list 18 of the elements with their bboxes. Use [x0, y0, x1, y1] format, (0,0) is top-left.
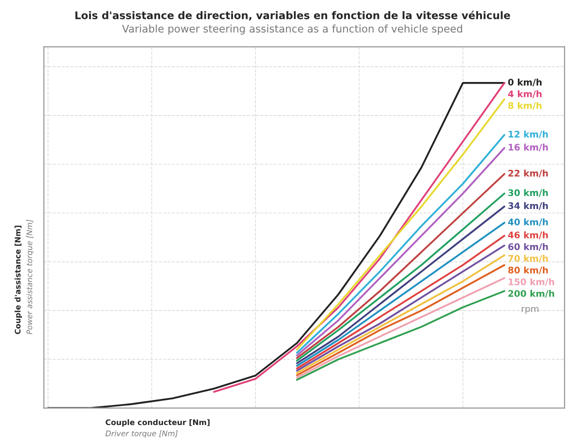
series-label: 40 km/h	[508, 218, 548, 226]
series-label: 46 km/h	[508, 231, 548, 240]
series-label: 30 km/h	[508, 189, 548, 197]
series-label: 70 km/h	[508, 254, 548, 263]
series-label: 22 km/h	[508, 170, 548, 178]
series-label: 200 km/h	[508, 290, 554, 298]
series-label: 60 km/h	[508, 243, 548, 251]
series-label: 80 km/h	[508, 266, 548, 274]
chart-subtitle: Variable power steering assistance as a function of vehicle speed	[122, 24, 462, 35]
series-label: 8 km/h	[508, 102, 542, 110]
series-label: 12 km/h	[508, 130, 548, 138]
annotation: rpm	[522, 306, 538, 314]
series-label: 0 km/h	[508, 78, 542, 86]
series-label: 16 km/h	[508, 144, 548, 152]
series-label: 150 km/h	[508, 278, 554, 286]
series-label: 4 km/h	[508, 90, 542, 98]
series-label: 34 km/h	[508, 202, 548, 210]
chart-title: Lois d'assistance de direction, variables en fonction de la vitesse véhicule	[75, 10, 510, 21]
